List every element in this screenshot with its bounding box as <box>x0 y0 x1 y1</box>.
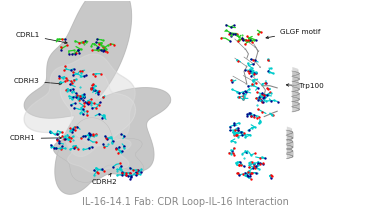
Text: CDRH3: CDRH3 <box>14 78 61 85</box>
Polygon shape <box>68 133 131 172</box>
Text: CDRH1: CDRH1 <box>10 135 61 141</box>
Polygon shape <box>24 54 135 156</box>
Polygon shape <box>60 72 135 146</box>
Text: CDRH2: CDRH2 <box>92 174 118 185</box>
Text: GLGF motif: GLGF motif <box>266 28 320 39</box>
Text: IL-16-14.1 Fab: CDR Loop-IL-16 Interaction: IL-16-14.1 Fab: CDR Loop-IL-16 Interacti… <box>81 197 289 207</box>
Text: CDRL1: CDRL1 <box>16 32 67 44</box>
Text: Trp100: Trp100 <box>286 83 324 89</box>
Polygon shape <box>24 0 171 194</box>
Polygon shape <box>54 118 144 182</box>
